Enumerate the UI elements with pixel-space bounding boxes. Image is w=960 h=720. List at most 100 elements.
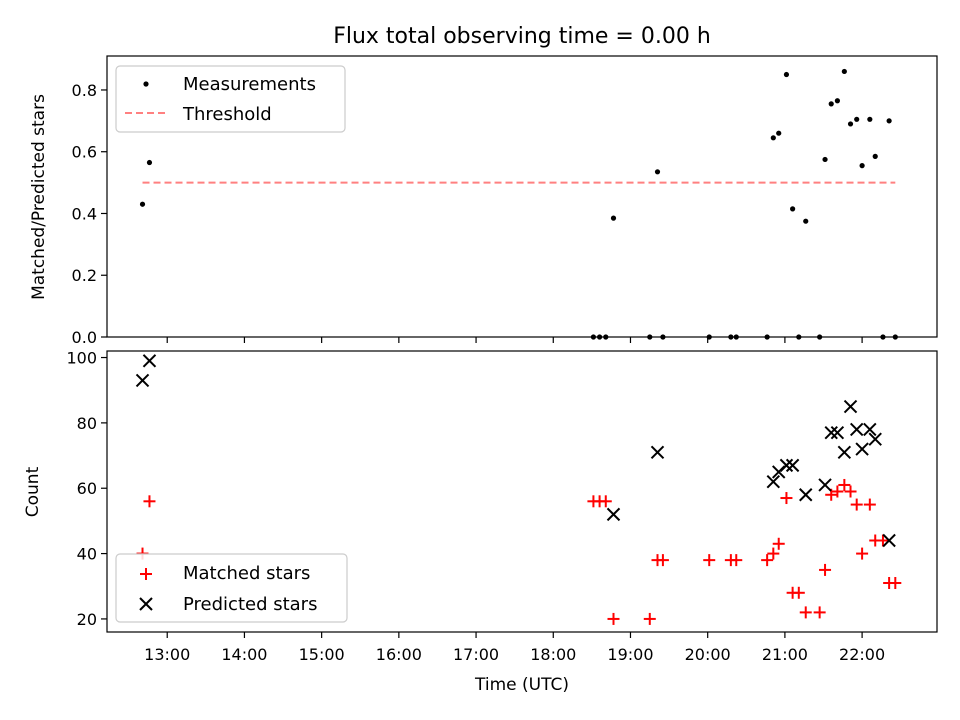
y-tick-label: 0.4 bbox=[72, 204, 97, 223]
panel-count: 13:00 14:00 15:00 16:00 17:00 18:00 19:00 20:00… bbox=[23, 349, 938, 695]
measurement-point bbox=[886, 118, 892, 124]
matched-star-point bbox=[703, 554, 716, 567]
measurement-point bbox=[872, 153, 878, 159]
matched-star-point bbox=[761, 554, 774, 567]
y-tick-label: 0.2 bbox=[72, 266, 97, 285]
predicted-star-point bbox=[882, 533, 896, 548]
matched-star-point bbox=[831, 485, 844, 498]
matched-star-point bbox=[792, 586, 805, 599]
x-tick-label: 22:00 bbox=[839, 645, 885, 664]
measurement-point bbox=[654, 169, 661, 175]
measurement-point bbox=[770, 135, 776, 141]
predicted-star-point bbox=[818, 478, 832, 492]
matched-star-point bbox=[599, 495, 612, 508]
legend-matched-label: Matched stars bbox=[183, 563, 310, 584]
matched-star-point bbox=[607, 612, 620, 625]
predicted-star-point bbox=[849, 422, 864, 437]
measurement-point bbox=[139, 201, 146, 207]
measurement-point bbox=[803, 218, 809, 224]
matched-star-point bbox=[863, 498, 876, 511]
y-tick-label: 60 bbox=[77, 479, 97, 498]
predicted-star-point bbox=[863, 422, 877, 437]
top-axis-ticks: 0.0 0.2 0.4 0.6 0.8 bbox=[72, 81, 863, 347]
y-tick-label: 40 bbox=[77, 545, 97, 564]
bottom-axes-frame bbox=[106, 350, 938, 633]
x-tick-label: 13:00 bbox=[144, 645, 190, 664]
matched-star-point bbox=[656, 554, 669, 567]
x-axis-label: Time (UTC) bbox=[474, 675, 569, 695]
top-legend-box bbox=[115, 65, 346, 133]
x-tick-label: 20:00 bbox=[685, 645, 731, 664]
measurement-point bbox=[841, 68, 847, 75]
predicted-star-point bbox=[868, 432, 882, 446]
y-tick-label: 100 bbox=[66, 349, 97, 368]
x-tick-label: 21:00 bbox=[762, 645, 808, 664]
measurement-point bbox=[867, 116, 873, 122]
matched-star-point bbox=[889, 576, 902, 589]
predicted-star-point bbox=[843, 399, 858, 414]
panel-ratio: 0.00.20.40.60.8 Matched/Predicted stars … bbox=[29, 55, 938, 347]
matched-star-point bbox=[780, 492, 793, 505]
y-tick-label: 0.6 bbox=[72, 143, 97, 162]
predicted-star-point bbox=[650, 445, 665, 459]
x-tick-label: 14:00 bbox=[221, 645, 267, 664]
matched-star-point bbox=[844, 485, 857, 498]
x-tick-label: 18:00 bbox=[530, 645, 576, 664]
measurement-point bbox=[822, 156, 828, 163]
y-tick-label: 0.0 bbox=[72, 328, 97, 347]
measurement-point bbox=[859, 163, 865, 169]
x-tick-label: 16:00 bbox=[376, 645, 422, 664]
matched-star-point bbox=[856, 547, 869, 560]
matched-star-point bbox=[813, 606, 826, 619]
predicted-star-point bbox=[830, 425, 845, 440]
measurement-point bbox=[790, 206, 796, 212]
y-tick-label: 20 bbox=[77, 610, 97, 629]
bottom-legend: Matched stars Predicted stars bbox=[115, 553, 348, 623]
predicted-star-point bbox=[799, 488, 813, 502]
matched-star-point bbox=[143, 495, 156, 508]
x-tick-label: 15:00 bbox=[299, 645, 345, 664]
chart-title: Flux total observing time = 0.00 h bbox=[333, 24, 711, 49]
matched-star-point bbox=[838, 478, 851, 491]
top-plot-marks bbox=[139, 68, 898, 340]
measurement-point bbox=[610, 215, 617, 221]
predicted-star-point bbox=[135, 373, 150, 388]
measurement-point bbox=[854, 116, 860, 122]
measurement-point bbox=[146, 159, 153, 166]
legend-predicted-label: Predicted stars bbox=[183, 594, 317, 615]
predicted-star-point bbox=[855, 442, 869, 456]
legend-threshold-label: Threshold bbox=[182, 104, 272, 125]
matched-star-point bbox=[772, 537, 785, 550]
bottom-legend-box bbox=[115, 553, 348, 623]
top-y-axis-label: Matched/Predicted stars bbox=[29, 94, 49, 300]
y-tick-label: 80 bbox=[77, 414, 97, 433]
x-tick-label: 19:00 bbox=[607, 645, 653, 664]
bottom-plot-marks bbox=[135, 354, 902, 625]
measurement-point bbox=[847, 121, 854, 127]
matched-star-point bbox=[819, 563, 832, 576]
predicted-star-point bbox=[779, 458, 794, 473]
measurement-point bbox=[828, 101, 834, 107]
matched-star-point bbox=[767, 547, 780, 560]
legend-predicted-marker bbox=[139, 597, 153, 611]
top-axes-frame bbox=[106, 55, 938, 338]
predicted-star-point bbox=[837, 445, 852, 459]
measurement-point bbox=[783, 71, 790, 78]
x-tick-label: 17:00 bbox=[453, 645, 499, 664]
legend-measurements-label: Measurements bbox=[183, 74, 316, 95]
predicted-star-point bbox=[766, 474, 781, 489]
matched-star-point bbox=[730, 554, 743, 567]
matched-star-point bbox=[643, 612, 656, 625]
predicted-star-point bbox=[824, 425, 838, 440]
predicted-star-point bbox=[785, 458, 800, 473]
predicted-star-point bbox=[142, 354, 157, 368]
measurement-point bbox=[834, 98, 841, 104]
matched-star-point bbox=[850, 498, 863, 511]
bottom-y-axis-label: Count bbox=[23, 466, 43, 517]
top-legend: Measurements Threshold bbox=[115, 65, 346, 133]
bottom-axis-ticks: 13:00 14:00 15:00 16:00 17:00 18:00 19:00 20:00… bbox=[66, 349, 885, 664]
legend-measurements-marker bbox=[143, 81, 149, 87]
predicted-star-point bbox=[606, 507, 621, 522]
legend-matched-marker bbox=[140, 568, 152, 580]
